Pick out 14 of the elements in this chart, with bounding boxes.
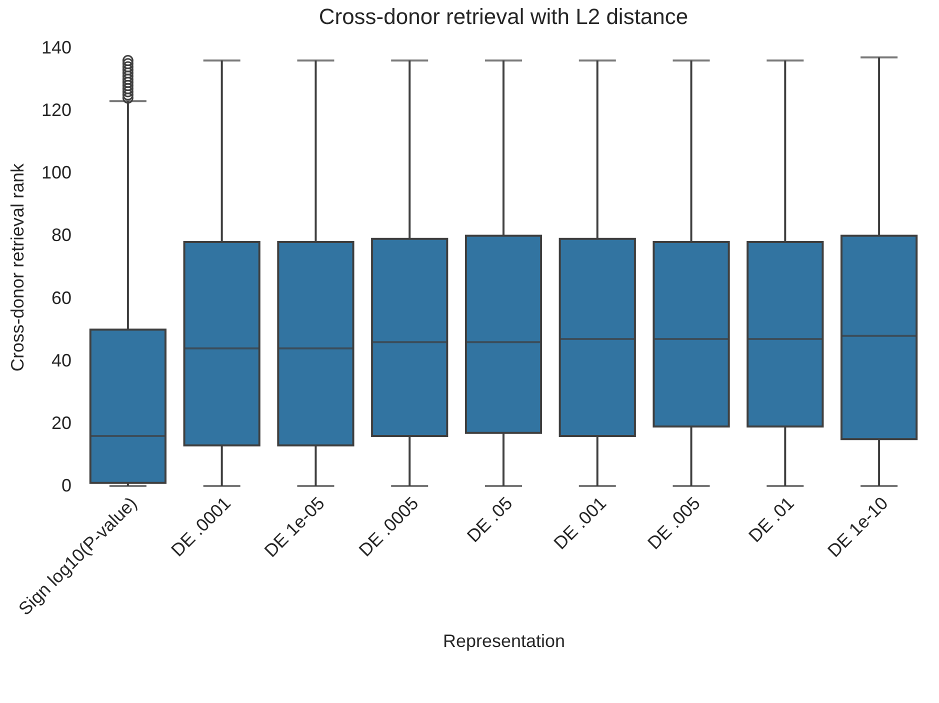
chart-title: Cross-donor retrieval with L2 distance — [318, 4, 688, 29]
y-tick-label: 0 — [61, 476, 72, 496]
y-tick-label: 40 — [51, 350, 72, 370]
y-tick-label: 80 — [51, 225, 72, 246]
x-tick-label: DE .001 — [550, 493, 610, 554]
y-axis-title: Cross-donor retrieval rank — [7, 162, 28, 372]
y-tick-label: 120 — [41, 100, 72, 120]
y-tick-label: 140 — [41, 38, 72, 58]
x-tick-label: DE .01 — [744, 493, 798, 546]
y-tick-label: 100 — [41, 162, 72, 183]
y-tick-label: 60 — [51, 288, 72, 308]
x-axis-title: Representation — [442, 631, 566, 652]
y-tick-label: 20 — [51, 412, 72, 433]
x-tick-label: DE .05 — [463, 493, 516, 546]
